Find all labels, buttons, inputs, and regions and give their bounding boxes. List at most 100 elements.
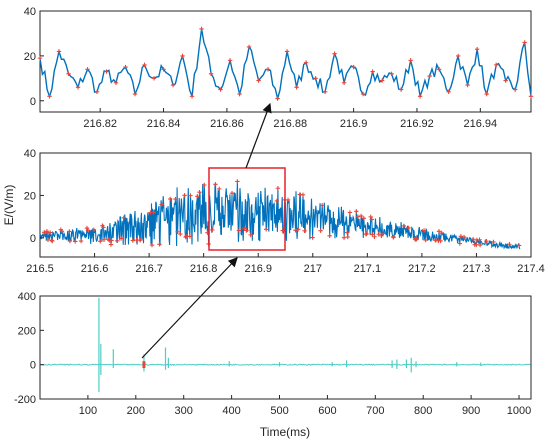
x-tick-label: 700 [366,405,384,417]
peak-marker [104,69,109,74]
peak-marker [293,228,298,233]
peak-marker [493,62,499,68]
peak-marker [217,186,222,192]
x-tick-label: 500 [270,405,288,417]
burst-highlight-marker [142,361,146,369]
peak-marker [465,82,470,88]
peak-marker [345,234,350,240]
peak-marker [318,228,323,233]
peak-marker [182,193,187,198]
peak-marker [138,238,143,243]
peak-marker [280,228,285,233]
peak-marker [285,197,291,203]
peak-marker [66,71,71,77]
middle-panel-plot [39,179,522,250]
peak-marker [50,238,55,244]
peak-marker [275,96,280,101]
peak-marker [195,194,200,199]
peak-marker [170,82,176,88]
peak-marker [218,87,223,92]
x-tick-label: 600 [318,405,336,417]
y-tick-label: 200 [18,325,36,337]
peak-marker [101,237,107,242]
peak-marker [455,53,461,59]
x-tick-label: 216.7 [135,263,163,275]
peak-marker [439,230,444,236]
peak-marker [351,64,356,70]
peak-marker [227,58,233,63]
peak-marker [528,94,534,99]
peak-marker [313,76,318,81]
middle-y-axis-label: E/(V/m) [2,185,16,226]
peak-marker [398,87,404,92]
x-tick-label: 216.86 [210,118,244,130]
x-tick-label: 1000 [507,405,531,417]
peak-marker [188,193,193,198]
peak-marker [175,229,180,235]
x-tick-label: 800 [414,405,432,417]
peak-marker [406,225,411,231]
peak-marker [237,91,242,97]
peak-marker [75,85,81,90]
peak-marker [401,223,407,229]
peak-marker [302,228,307,233]
top-series-line [39,28,532,102]
peak-marker [45,237,51,242]
x-tick-label: 216.9 [340,118,368,130]
arrow-to-top-panel [245,102,272,169]
x-tick-label: 217.4 [517,263,545,275]
peak-marker [294,85,299,90]
peak-marker [178,231,183,237]
peak-marker [45,231,50,236]
peak-marker [161,67,166,72]
peak-marker [183,234,189,239]
peak-marker [47,230,53,235]
peak-marker [121,215,126,220]
x-tick-label: 216.5 [26,263,54,275]
peak-marker [474,242,479,247]
peak-marker [173,196,178,202]
peak-marker [108,242,114,247]
zoom-region-box [208,167,286,251]
peak-marker [67,229,72,234]
peak-marker [319,203,325,208]
peak-marker [84,225,90,231]
peak-marker [417,94,423,99]
peak-marker [85,67,90,72]
y-tick-label: 400 [18,291,36,303]
x-tick-label: 216.9 [244,263,272,275]
peak-marker [507,242,512,247]
x-tick-label: 300 [175,405,193,417]
peak-marker [423,237,428,243]
peak-marker [512,87,518,92]
peak-marker [167,196,173,202]
peak-marker [379,233,384,239]
peak-marker [246,44,252,50]
peak-marker [503,78,508,83]
peak-marker [118,236,124,241]
y-tick-label: 20 [24,51,36,63]
peak-marker [368,214,373,220]
x-tick-label: 216.6 [81,263,109,275]
peak-marker [372,234,377,239]
middle-panel-frame [39,152,532,258]
peak-marker [477,237,482,242]
y-tick-label: 0 [30,96,36,108]
bottom-panel-frame [39,295,532,400]
tick-labels: 216.82 216.84 216.86 216.88 216.9 216.92 216.9… [14,6,545,417]
peak-marker [189,94,195,99]
peak-marker [101,225,106,230]
bottom-x-axis-label: Time(ms) [260,425,310,439]
peak-marker [436,67,442,72]
peak-marker [151,210,156,215]
peak-marker [391,235,396,240]
peak-marker [73,239,78,244]
peak-marker [361,216,366,221]
peak-marker [210,227,215,233]
peak-marker [149,242,155,248]
peak-marker [474,46,480,52]
peak-marker [421,228,427,233]
peak-marker [300,192,306,197]
peak-marker [370,69,375,74]
peak-marker [248,232,253,238]
